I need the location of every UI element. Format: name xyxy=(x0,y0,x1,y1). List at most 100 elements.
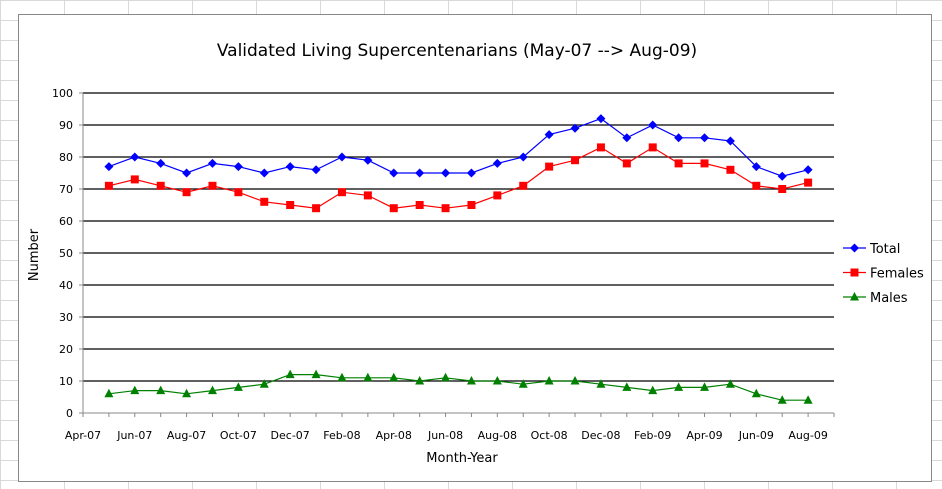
females-point xyxy=(493,191,502,200)
females-point xyxy=(700,159,709,168)
legend-label-males: Males xyxy=(870,291,908,306)
y-tick-label: 80 xyxy=(59,151,73,164)
males-point xyxy=(207,385,217,395)
total-point xyxy=(622,133,632,143)
x-axis-label: Month-Year xyxy=(426,451,498,466)
x-tick-label: Jun-07 xyxy=(116,429,152,442)
total-point xyxy=(104,162,114,172)
males-point xyxy=(803,395,813,404)
y-tick-label: 60 xyxy=(59,215,73,228)
males-point xyxy=(441,372,451,382)
males-point xyxy=(285,369,295,379)
y-tick-label: 70 xyxy=(59,183,73,196)
males-line xyxy=(108,374,809,401)
x-tick-label: Jun-09 xyxy=(738,429,774,442)
total-point xyxy=(725,136,735,146)
total-point xyxy=(544,130,554,140)
total-point xyxy=(182,168,192,178)
females-point xyxy=(596,143,605,152)
legend-label-total: Total xyxy=(869,242,900,257)
females-point xyxy=(804,178,813,187)
x-tick-label: Feb-09 xyxy=(634,429,671,442)
y-tick-label: 90 xyxy=(59,119,73,132)
males-point xyxy=(130,385,140,395)
y-tick-label: 100 xyxy=(52,87,73,100)
females-point xyxy=(674,159,683,168)
males-point xyxy=(648,385,658,395)
males-point xyxy=(518,379,528,388)
females-point xyxy=(260,197,269,206)
y-tick-label: 50 xyxy=(59,247,73,260)
females-point xyxy=(208,181,217,190)
x-tick-label: Dec-07 xyxy=(271,429,310,442)
females-point xyxy=(130,175,139,184)
males-point xyxy=(182,388,192,398)
total-point xyxy=(803,165,813,175)
males-point xyxy=(104,388,114,398)
total-point xyxy=(285,162,295,172)
females-point xyxy=(726,165,735,174)
y-tick-label: 30 xyxy=(59,311,73,324)
total-point xyxy=(156,158,166,168)
total-line xyxy=(108,117,809,177)
y-tick-label: 40 xyxy=(59,279,73,292)
total-point xyxy=(674,133,684,143)
total-point xyxy=(570,123,580,133)
total-point xyxy=(751,162,761,172)
y-tick-label: 10 xyxy=(59,375,73,388)
females-point xyxy=(752,181,761,190)
males-point xyxy=(466,376,476,385)
x-tick-label: Aug-08 xyxy=(478,429,517,442)
total-point xyxy=(207,158,217,168)
males-point xyxy=(570,376,580,385)
males-point xyxy=(777,395,787,404)
legend-label-females: Females xyxy=(870,267,924,282)
males-point xyxy=(337,372,347,382)
males-point xyxy=(596,379,606,388)
females-point xyxy=(104,181,113,190)
total-point xyxy=(337,152,347,162)
y-tick-label: 20 xyxy=(59,343,73,356)
total-point xyxy=(466,168,476,178)
total-point xyxy=(596,114,606,124)
males-point xyxy=(415,376,425,385)
x-tick-label: Jun-08 xyxy=(427,429,463,442)
females-point xyxy=(467,201,476,209)
males-point xyxy=(700,382,710,391)
total-point xyxy=(415,168,425,178)
x-tick-label: Oct-08 xyxy=(531,429,568,442)
total-point xyxy=(518,152,528,162)
males-point xyxy=(725,379,735,388)
chart-title: Validated Living Supercentenarians (May-… xyxy=(217,41,697,61)
males-point xyxy=(156,385,166,395)
total-point xyxy=(492,158,502,168)
chart-area[interactable] xyxy=(18,14,932,482)
legend-marker-total xyxy=(850,243,859,253)
x-tick-label: Apr-07 xyxy=(65,429,101,442)
y-axis-label: Number xyxy=(27,228,42,281)
total-point xyxy=(648,120,658,130)
total-point xyxy=(130,152,140,162)
females-point xyxy=(415,201,424,209)
females-point xyxy=(545,162,554,171)
males-point xyxy=(363,372,373,382)
total-point xyxy=(259,168,269,178)
total-point xyxy=(233,162,243,172)
females-point xyxy=(648,143,657,152)
males-point xyxy=(233,382,243,391)
females-point xyxy=(622,159,631,168)
males-point xyxy=(674,382,684,391)
total-point xyxy=(363,155,373,165)
females-point xyxy=(519,181,528,190)
x-tick-label: Apr-09 xyxy=(686,429,722,442)
x-tick-label: Dec-08 xyxy=(581,429,620,442)
x-tick-label: Apr-08 xyxy=(376,429,412,442)
males-point xyxy=(259,379,269,388)
females-line xyxy=(108,146,809,209)
males-point xyxy=(544,376,554,385)
males-point xyxy=(622,382,632,391)
x-tick-label: Aug-09 xyxy=(788,429,827,442)
females-point xyxy=(441,204,450,213)
females-point xyxy=(156,181,165,190)
